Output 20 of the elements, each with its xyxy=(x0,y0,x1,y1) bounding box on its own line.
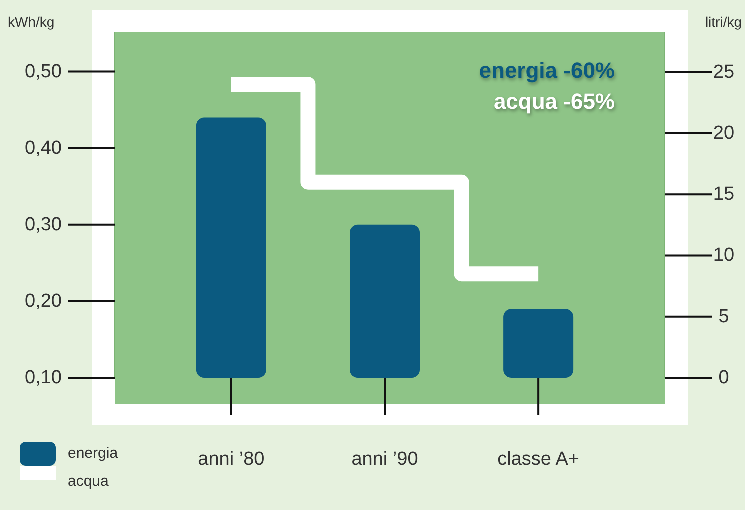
y2-tick-label: 15 xyxy=(713,184,735,206)
y2-tick-label: 10 xyxy=(713,245,735,266)
x-tick-label: anni ’80 xyxy=(198,449,265,470)
y-axis-title: kWh/kg xyxy=(8,14,55,30)
y-tick-label: 0,10 xyxy=(25,368,62,388)
y2-tick-label: 20 xyxy=(713,122,735,144)
annotation: energia -60% xyxy=(479,58,615,83)
legend-label: energia xyxy=(68,445,119,462)
legend-label: acqua xyxy=(68,473,110,490)
y-tick-label: 0,40 xyxy=(25,138,62,159)
x-tick-label: classe A+ xyxy=(498,449,580,470)
annotation: acqua -65% xyxy=(494,89,615,114)
y2-tick-label: 5 xyxy=(718,306,730,328)
y-tick-label: 0,20 xyxy=(25,290,62,312)
y-tick-label: 0,50 xyxy=(25,61,62,82)
y-tick-label: 0,30 xyxy=(25,214,62,236)
x-tick-label: anni ’90 xyxy=(352,449,418,470)
y2-tick-label: 25 xyxy=(713,62,735,83)
y2-tick-label: 0 xyxy=(718,368,730,388)
y2-axis-title: litri/kg xyxy=(705,14,742,30)
